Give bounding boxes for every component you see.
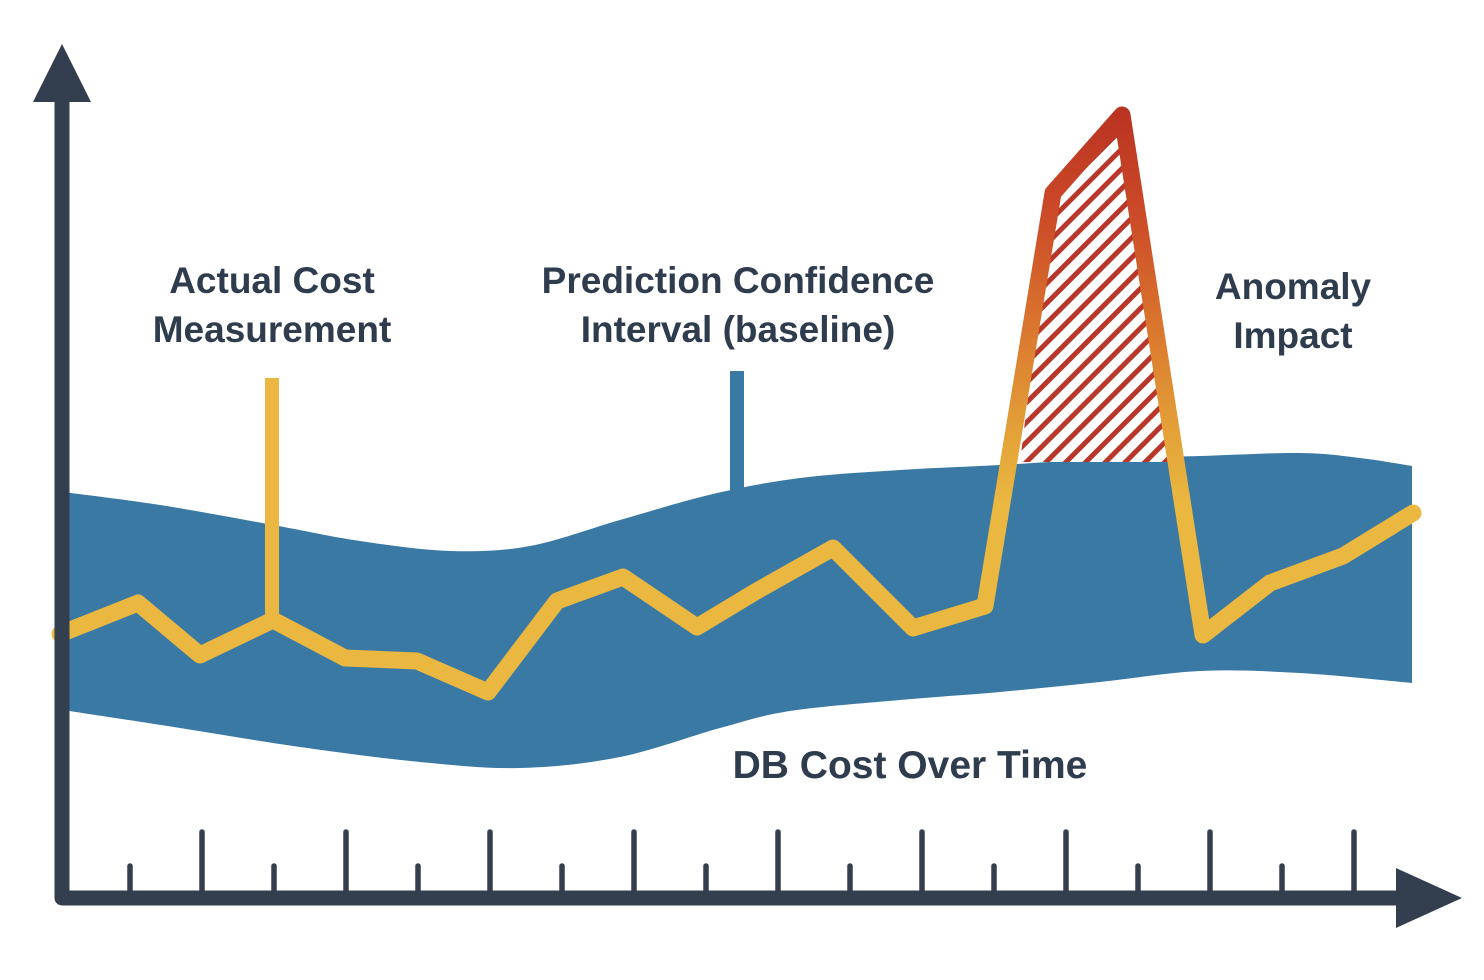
axes [33, 44, 1462, 928]
label-prediction-line1: Prediction Confidence [541, 260, 935, 301]
x-axis-arrowhead-icon [1396, 868, 1462, 928]
label-anomaly-impact: Anomaly Impact [1215, 262, 1371, 360]
prediction-pointer-line [730, 371, 744, 493]
label-actual-cost: Actual Cost Measurement [153, 256, 392, 354]
x-axis-ticks [127, 829, 1357, 896]
label-anomaly-line2: Impact [1233, 315, 1353, 357]
actual-cost-pointer-line [265, 378, 279, 628]
y-axis-arrowhead-icon [33, 44, 91, 102]
label-actual-cost-line1: Actual Cost [169, 260, 375, 301]
label-actual-cost-line2: Measurement [152, 309, 392, 351]
label-anomaly-line1: Anomaly [1214, 266, 1372, 307]
actual-cost-line [51, 106, 1422, 701]
label-prediction-interval: Prediction Confidence Interval (baseline… [542, 256, 935, 354]
label-prediction-line2: Interval (baseline) [580, 309, 896, 351]
chart-title: DB Cost Over Time [732, 744, 1088, 787]
axis-lines [54, 98, 1400, 906]
